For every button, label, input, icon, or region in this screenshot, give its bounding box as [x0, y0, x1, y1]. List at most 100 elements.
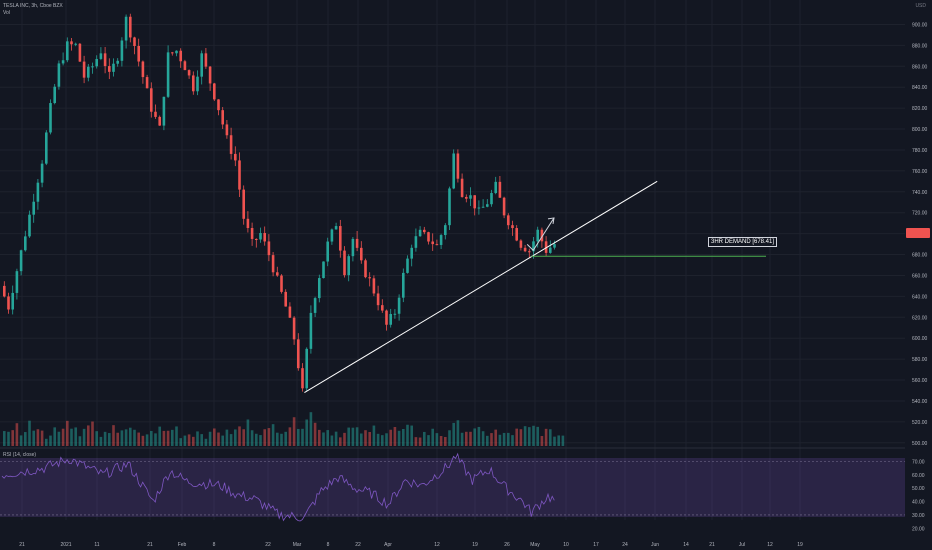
currency-label: USD [915, 3, 926, 9]
time-tick-label: Jul [739, 542, 745, 548]
candle-body [431, 241, 434, 245]
candle-body [498, 181, 502, 198]
candle-body [91, 66, 94, 68]
candle-body [486, 204, 489, 207]
volume-bar [397, 430, 401, 446]
candle-body [183, 61, 187, 71]
price-tick-label: 500.00 [912, 441, 928, 447]
candle-body [217, 99, 220, 111]
rsi-tick-label: 50.00 [912, 486, 925, 492]
rsi-axis: 70.00 60.00 50.00 40.00 30.00 20.00 [912, 459, 925, 532]
candle-body [452, 153, 455, 189]
volume-bar [469, 431, 472, 446]
rsi-band [0, 458, 905, 517]
volume-bar [36, 429, 40, 446]
volume-bar [465, 431, 468, 446]
time-tick-label: 26 [504, 542, 510, 548]
volume-bar [339, 437, 342, 446]
volume-bar [494, 429, 497, 446]
volume-bar [103, 431, 107, 446]
time-axis[interactable]: 21 2021 11 21 Feb 8 22 Mar 8 22 Apr 12 19 26 May 10 17 24… [19, 542, 803, 548]
price-tick-label: 800.00 [912, 127, 928, 133]
candle-body [540, 229, 544, 242]
volume-bar [192, 436, 195, 446]
candle-body [410, 247, 413, 259]
candle-body [145, 77, 149, 89]
volume-bar [498, 434, 502, 446]
volume-bar [267, 428, 271, 446]
candle-body [99, 53, 103, 59]
price-tick-label: 680.00 [912, 253, 928, 259]
time-tick-label: Mar [293, 542, 302, 548]
volume-bar [276, 432, 279, 446]
price-candles [3, 13, 556, 392]
volume-bar [532, 425, 535, 446]
time-tick-label: 24 [622, 542, 628, 548]
candle-body [255, 238, 258, 240]
time-tick-label: Apr [384, 542, 392, 548]
volume-bar [171, 429, 174, 446]
candle-body [284, 291, 287, 307]
volume-bar [288, 427, 292, 446]
volume-bar [355, 427, 359, 446]
candle-body [334, 226, 338, 230]
rsi-line [1, 452, 555, 522]
candle-body [259, 233, 262, 240]
candle-body [515, 228, 518, 241]
candle-body [263, 233, 266, 242]
candle-body [418, 229, 422, 237]
volume-bar [486, 435, 489, 446]
rsi-tick-label: 30.00 [912, 513, 925, 519]
candle-body [271, 255, 275, 273]
candle-body [66, 41, 69, 61]
volume-bar [460, 432, 464, 446]
volume-bar [78, 436, 82, 446]
time-tick-label: May [530, 542, 540, 548]
volume-bar [141, 435, 145, 446]
time-tick-label: 21 [709, 542, 715, 548]
candle-body [469, 195, 472, 199]
drawings[interactable] [304, 180, 766, 394]
volume-bar [347, 427, 350, 446]
candle-body [389, 314, 392, 325]
volume-bar [11, 430, 14, 446]
candle-body [116, 60, 119, 64]
trendline [304, 180, 658, 394]
volume-bar [305, 419, 308, 446]
volume-bar [435, 433, 439, 446]
volume-bar [129, 427, 132, 446]
candle-body [347, 256, 350, 276]
volume-bar [229, 434, 233, 446]
candle-body [385, 310, 388, 325]
candle-body [339, 226, 342, 251]
volume-bar [74, 427, 77, 446]
price-tick-label: 760.00 [912, 169, 928, 175]
volume-bar [61, 428, 65, 446]
candle-body [45, 132, 48, 164]
candle-body [406, 258, 409, 273]
candle-body [532, 241, 535, 252]
candle-body [53, 86, 56, 104]
volume-bar [221, 435, 224, 446]
volume-bar [196, 431, 199, 446]
candle-body [204, 53, 208, 67]
volume-bar [389, 429, 392, 446]
candle-body [473, 195, 476, 209]
candle-body [57, 63, 61, 87]
volume-bar [32, 430, 35, 446]
volume-bar [91, 421, 94, 446]
price-tick-label: 780.00 [912, 148, 928, 154]
volume-bar [544, 428, 548, 446]
candle-body [544, 241, 548, 253]
volume-bar [549, 429, 552, 446]
volume-bar [318, 429, 321, 446]
volume-bar [95, 431, 98, 446]
volume-bar [301, 428, 304, 446]
volume-bar [280, 433, 283, 446]
volume-bar [49, 435, 52, 446]
symbol-title: TESLA INC, 3h, Cboe BZX [3, 3, 63, 9]
candle-body [225, 124, 229, 136]
price-tick-label: 880.00 [912, 43, 928, 49]
price-tick-label: 820.00 [912, 106, 928, 112]
